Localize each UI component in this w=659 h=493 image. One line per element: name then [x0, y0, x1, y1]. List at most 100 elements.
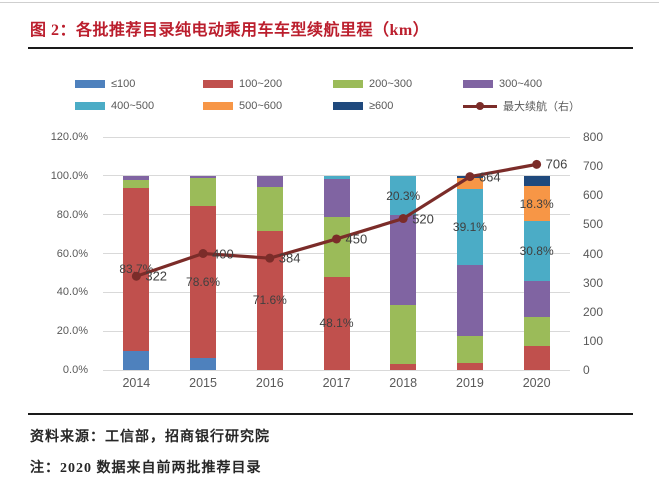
line-marker-icon	[332, 234, 341, 244]
chart-title: 图 2：各批推荐目录纯电动乘用车车型续航里程（km）	[30, 22, 430, 39]
line-marker-icon	[532, 159, 542, 169]
y-axis-right-tick: 300	[583, 275, 604, 290]
legend-label: 100~200	[239, 78, 283, 90]
legend-label: 500~600	[239, 100, 283, 112]
legend-swatch-icon	[75, 80, 105, 88]
bar-segment-200~300	[256, 187, 283, 231]
bar-segment-500~600	[523, 185, 550, 222]
bar-data-label: 39.1%	[452, 220, 487, 235]
bar-segment-200~300	[456, 335, 483, 364]
bottom-divider	[28, 413, 633, 415]
bar-segment-300~400	[256, 175, 283, 188]
bar-segment-200~300	[323, 216, 350, 277]
legend-label: 300~400	[499, 78, 543, 90]
bar-segment-300~400	[456, 265, 483, 336]
x-axis-label: 2018	[389, 376, 418, 390]
bar-segment-200~300	[523, 316, 550, 346]
bar-segment-≤100	[190, 358, 217, 370]
y-axis-right-tick: 800	[583, 130, 604, 144]
y-axis-right-tick: 600	[583, 188, 604, 203]
bar-segment-200~300	[390, 304, 417, 365]
note-text: 注：2020 数据来自前两批推荐目录	[30, 461, 262, 476]
legend-item-≤100: ≤100	[75, 77, 135, 91]
legend-label: 400~500	[111, 100, 155, 112]
bar-segment-400~500	[390, 175, 417, 216]
top-border-line	[0, 2, 659, 3]
bar-data-label: 18.3%	[519, 196, 554, 211]
bar-segment-300~400	[190, 175, 217, 178]
line-marker-icon	[265, 253, 275, 263]
source-text: 资料来源：工信部，招商银行研究院	[30, 430, 270, 445]
gridline	[103, 136, 570, 138]
y-axis-left-tick: 100.0%	[50, 169, 88, 182]
y-axis-left-tick: 80.0%	[56, 208, 88, 221]
line-marker-icon	[398, 214, 408, 224]
bar-segment-400~500	[456, 189, 483, 266]
bar-segment-100~200	[190, 205, 217, 359]
y-axis-right-tick: 200	[583, 304, 604, 319]
gridline	[103, 369, 570, 371]
bar-segment-500~600	[456, 177, 483, 190]
x-axis-label: 2014	[122, 376, 151, 390]
bar-segment-100~200	[456, 363, 483, 370]
legend-label: ≥600	[369, 100, 394, 112]
y-axis-left-tick: 40.0%	[56, 286, 88, 299]
line-data-label: 706	[545, 156, 568, 172]
y-axis-left-tick: 20.0%	[56, 325, 88, 338]
bar-segment-300~400	[123, 175, 150, 181]
line-data-label: 400	[212, 246, 234, 261]
line-data-label: 450	[345, 231, 368, 247]
y-axis-right-tick: 700	[583, 159, 604, 174]
legend-item-100~200: 100~200	[203, 77, 282, 91]
x-axis-label: 2017	[322, 376, 351, 390]
y-axis-right-tick: 100	[583, 333, 604, 348]
line-data-label: 384	[278, 250, 301, 266]
x-axis-label: 2019	[456, 376, 484, 390]
max-range-line-series	[131, 159, 542, 281]
legend-item-400~500: 400~500	[75, 99, 154, 113]
legend-item-300~400: 300~400	[463, 77, 542, 91]
legend-swatch-icon	[203, 102, 233, 110]
bar-segment-200~300	[190, 177, 217, 206]
legend-line-marker-icon	[463, 101, 497, 110]
legend-swatch-icon	[203, 80, 233, 88]
bar-segment-200~300	[123, 180, 150, 189]
y-axis-right-tick: 400	[583, 246, 604, 261]
legend-label: 200~300	[369, 78, 413, 90]
bar-segment-100~200	[523, 345, 550, 370]
line-marker-icon	[465, 172, 475, 182]
bar-data-label: 71.6%	[252, 293, 287, 308]
bar-segment-100~200	[123, 188, 150, 351]
legend-label: ≤100	[111, 78, 136, 90]
x-axis-label: 2015	[189, 376, 217, 390]
title-divider	[28, 47, 633, 49]
bar-segment-400~500	[323, 175, 350, 179]
plot-area: 83.7% 78.6% 71.6% 48.1% 20.3% 39.1% 30.8% 18.3%…	[103, 136, 570, 371]
bar-segment-300~400	[390, 215, 417, 305]
bar-data-label: 48.1%	[319, 316, 354, 331]
bar-segment-300~400	[323, 178, 350, 217]
bar-segment-≥600	[523, 175, 550, 186]
bar-segment-100~200	[390, 364, 417, 370]
bar-data-label: 20.3%	[386, 188, 421, 203]
y-axis-right-tick: 0	[583, 363, 590, 377]
legend-item-500~600: 500~600	[203, 99, 282, 113]
bar-data-label: 30.8%	[519, 244, 554, 259]
x-axis-label: 2016	[255, 376, 284, 390]
legend-item-200~300: 200~300	[333, 77, 412, 91]
line-data-label: 322	[145, 268, 168, 284]
bar-segment-100~200	[323, 276, 350, 370]
y-axis-left-tick: 120.0%	[50, 131, 88, 143]
line-marker-icon	[198, 249, 208, 258]
line-marker-icon	[131, 271, 141, 281]
y-axis-right-tick: 500	[583, 217, 604, 232]
bar-segment-≤100	[123, 350, 150, 370]
x-axis-label: 2020	[522, 376, 551, 390]
legend-marker-icon	[476, 101, 484, 110]
line-data-label: 664	[478, 169, 501, 185]
line-data-label: 520	[412, 211, 434, 227]
y-axis-left-tick: 60.0%	[56, 247, 88, 260]
bar-segment-400~500	[523, 221, 550, 282]
legend-item-≥600: ≥600	[333, 99, 393, 113]
